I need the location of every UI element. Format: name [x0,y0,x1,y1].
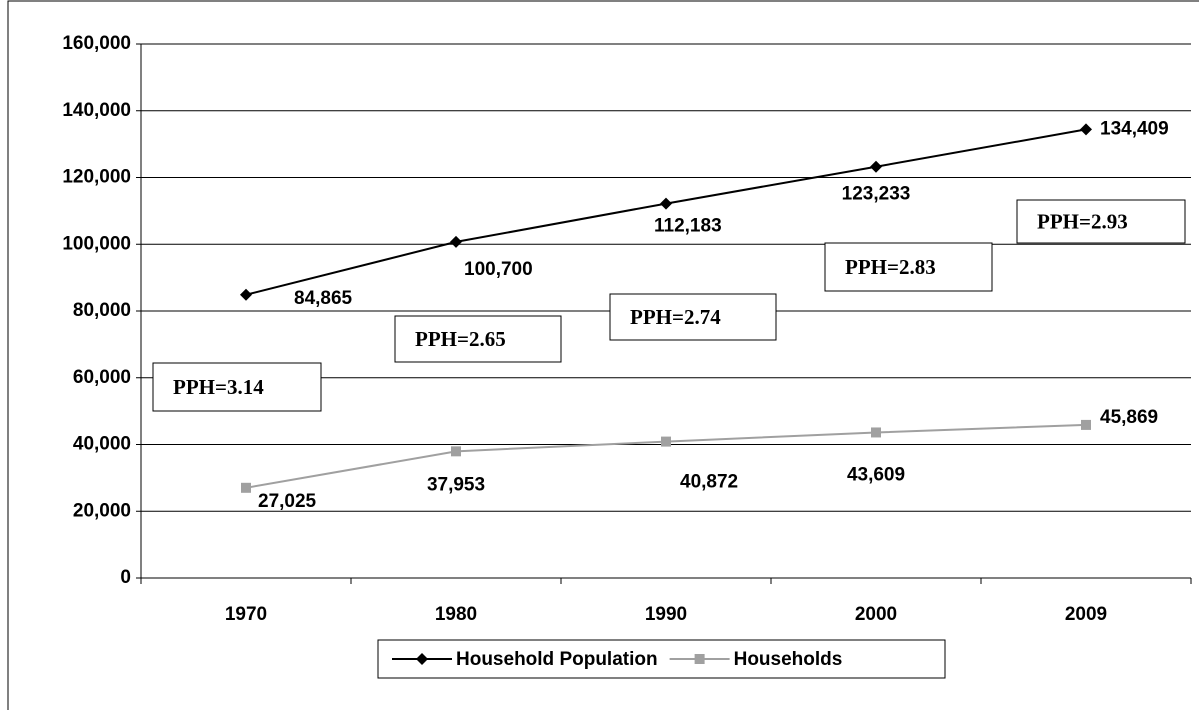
series-line [245,423,1087,489]
point [241,482,251,493]
data-label: 45,869 [1100,407,1158,428]
x-tick-label: 2009 [1065,604,1107,625]
annotation: PPH=2.93 [1037,209,1128,233]
point [450,235,462,248]
annotation: PPH=2.65 [415,327,506,351]
data-label: 43,609 [847,464,905,485]
y-tick-label: 140,000 [62,100,131,121]
y-tick-label: 80,000 [73,300,131,321]
x-tick-label: 2000 [855,604,897,625]
point [870,160,882,173]
y-tick-label: 120,000 [62,167,131,188]
point [451,446,461,457]
y-tick-label: 0 [120,567,131,588]
data-label: 100,700 [464,259,533,280]
y-tick-label: 100,000 [62,233,131,254]
annotation-box [1016,199,1186,244]
y-tick-label: 160,000 [62,33,131,54]
y-tick-label: 60,000 [73,367,131,388]
point [871,427,881,438]
point [1080,123,1092,136]
annotation: PPH=2.83 [845,255,936,279]
data-label: 112,183 [654,216,722,237]
annotation-box [394,315,562,363]
x-tick-label: 1980 [435,604,477,625]
data-label: 40,872 [680,472,738,493]
data-label: 27,025 [258,491,317,512]
x-tick-label: 1990 [645,604,687,625]
chart-frame [7,0,1199,710]
annotation-box [609,293,777,341]
x-tick-label: 1970 [225,604,267,625]
legend-box [377,639,946,679]
point [1081,419,1091,430]
data-label: 123,233 [842,184,911,205]
data-label: 37,953 [427,474,485,495]
point [694,654,705,664]
annotation: PPH=2.74 [630,305,721,329]
data-label: 84,865 [294,288,353,309]
legend-label: Households [734,649,843,670]
point [240,288,252,301]
y-tick-label: 40,000 [73,434,131,455]
annotation-box [824,242,993,292]
point [661,436,671,447]
y-tick-label: 20,000 [73,500,131,521]
data-label: 134,409 [1100,118,1169,139]
annotation-box [152,362,322,412]
annotation: PPH=3.14 [173,375,264,399]
legend-label: Household Population [456,649,658,670]
point [660,197,672,210]
point [416,653,428,665]
